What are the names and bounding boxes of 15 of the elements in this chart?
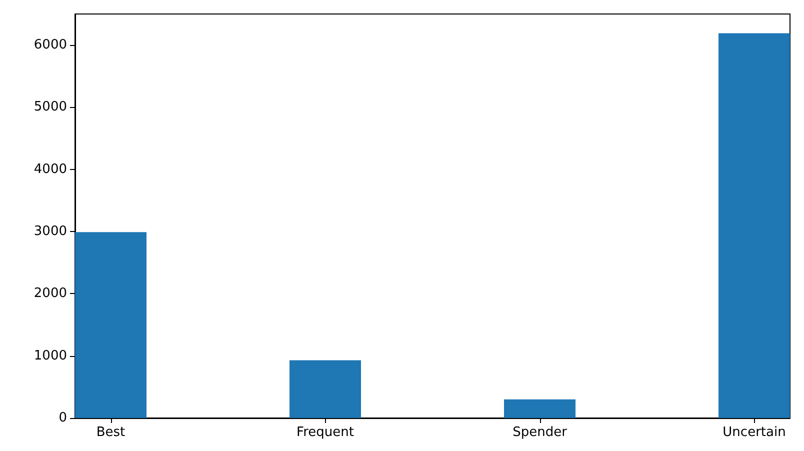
bar — [75, 232, 146, 418]
x-tick-label: Best — [96, 425, 126, 440]
bar — [504, 399, 576, 418]
x-tick-label: Uncertain — [722, 425, 786, 440]
x-tick-label: Frequent — [296, 425, 354, 440]
bar — [718, 33, 790, 418]
y-tick-label: 6000 — [34, 38, 67, 53]
y-tick-label: 2000 — [34, 286, 67, 302]
y-tick-label: 3000 — [34, 224, 67, 240]
y-tick-label: 4000 — [34, 162, 67, 177]
y-tick-label: 5000 — [34, 100, 67, 115]
y-tick-label: 1000 — [34, 348, 67, 364]
bar — [290, 360, 361, 418]
x-tick-label: Spender — [512, 425, 568, 440]
y-tick-label: 0 — [58, 410, 67, 426]
